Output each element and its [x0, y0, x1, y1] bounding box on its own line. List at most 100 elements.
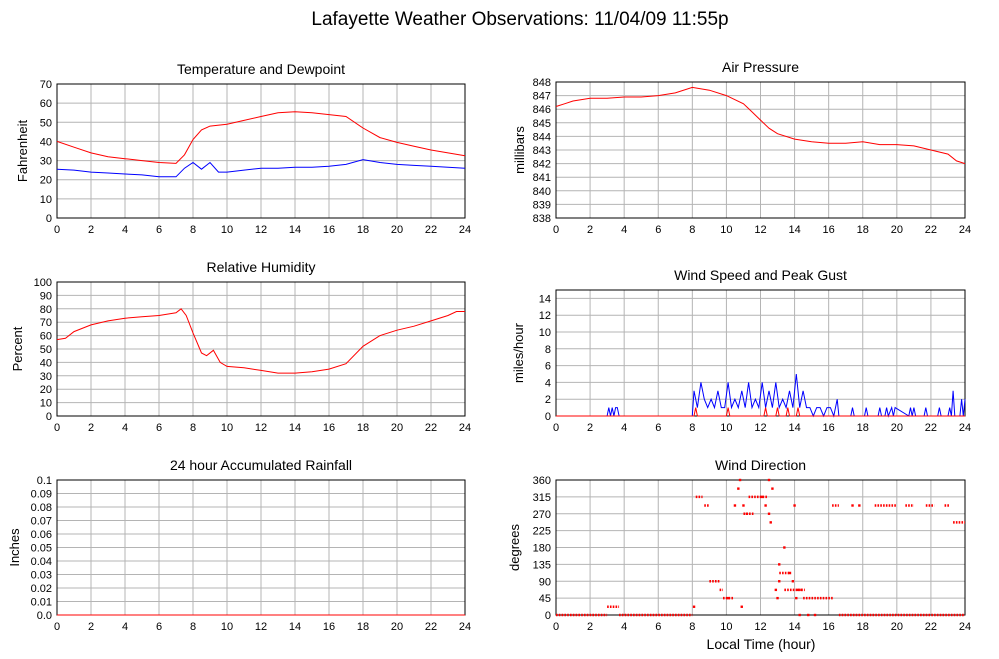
- direction-point: [733, 504, 737, 507]
- page-title: Lafayette Weather Observations: 11/04/09…: [311, 9, 729, 30]
- y-axis-label: millibars: [512, 126, 527, 174]
- x-tick-label: 10: [221, 224, 233, 236]
- x-tick-label: 14: [289, 422, 301, 434]
- x-tick-label: 10: [720, 621, 732, 633]
- y-tick-label: 20: [40, 384, 52, 396]
- x-tick-label: 16: [823, 224, 835, 236]
- y-tick-label: 180: [533, 543, 551, 555]
- chart-title: Temperature and Dewpoint: [177, 61, 345, 77]
- y-tick-label: 4: [545, 377, 551, 389]
- x-tick-label: 20: [391, 422, 403, 434]
- x-tick-label: 20: [391, 224, 403, 236]
- x-tick-label: 2: [88, 621, 94, 633]
- y-tick-label: 0.07: [31, 516, 52, 528]
- direction-point: [793, 504, 796, 507]
- x-tick-label: 22: [425, 224, 437, 236]
- x-tick-label: 20: [891, 621, 903, 633]
- x-tick-label: 20: [891, 422, 903, 434]
- direction-point: [813, 613, 817, 617]
- y-tick-label: 0.01: [31, 597, 52, 609]
- plot-frame: [555, 479, 966, 616]
- y-tick-label: 30: [40, 156, 52, 168]
- direction-point: [776, 596, 779, 600]
- y-tick-label: 0: [545, 610, 551, 622]
- y-tick-label: 45: [539, 593, 551, 605]
- x-tick-label: 4: [621, 224, 627, 236]
- chart-title: Relative Humidity: [207, 259, 316, 275]
- y-tick-label: 135: [533, 559, 551, 571]
- x-tick-label: 20: [391, 621, 403, 633]
- y-tick-label: 20: [40, 175, 52, 187]
- x-axis-label: Local Time (hour): [706, 636, 816, 652]
- y-tick-label: 0.05: [31, 543, 52, 555]
- y-tick-label: 0.08: [31, 502, 52, 514]
- y-tick-label: 6: [545, 361, 551, 373]
- chart-title: Wind Direction: [715, 457, 806, 473]
- direction-point: [764, 504, 767, 507]
- direction-point: [796, 588, 800, 592]
- chart-title: Air Pressure: [722, 59, 799, 75]
- y-tick-label: 839: [533, 199, 551, 211]
- x-tick-label: 4: [122, 422, 128, 434]
- x-tick-label: 6: [655, 621, 661, 633]
- x-tick-label: 24: [959, 621, 971, 633]
- y-axis-label: Percent: [10, 326, 25, 371]
- x-tick-label: 12: [754, 422, 766, 434]
- direction-point: [737, 487, 740, 490]
- x-tick-label: 8: [190, 224, 196, 236]
- y-tick-label: 841: [533, 172, 551, 184]
- x-tick-label: 8: [689, 422, 695, 434]
- x-tick-label: 14: [289, 224, 301, 236]
- direction-point: [771, 487, 774, 490]
- x-tick-label: 4: [122, 621, 128, 633]
- direction-point: [761, 495, 764, 499]
- x-tick-label: 2: [587, 621, 593, 633]
- y-tick-label: 50: [40, 117, 52, 129]
- x-tick-label: 20: [891, 224, 903, 236]
- x-tick-label: 22: [925, 422, 937, 434]
- direction-point: [788, 571, 791, 575]
- plot-frame: [56, 83, 466, 219]
- x-tick-label: 14: [788, 422, 800, 434]
- y-tick-label: 0.0: [37, 610, 52, 622]
- y-tick-label: 10: [40, 398, 52, 410]
- x-tick-label: 2: [587, 422, 593, 434]
- y-tick-label: 315: [533, 492, 551, 504]
- y-tick-label: 10: [40, 194, 52, 206]
- direction-point: [795, 596, 798, 600]
- x-tick-label: 24: [959, 422, 971, 434]
- direction-point: [692, 605, 696, 608]
- direction-point: [807, 613, 810, 617]
- x-tick-label: 18: [857, 422, 869, 434]
- x-tick-label: 2: [88, 422, 94, 434]
- x-tick-label: 8: [689, 621, 695, 633]
- x-tick-label: 8: [689, 224, 695, 236]
- direction-point: [767, 512, 771, 515]
- y-tick-label: 90: [40, 290, 52, 302]
- direction-point: [778, 580, 781, 583]
- direction-point: [745, 512, 749, 515]
- y-tick-label: 90: [539, 576, 551, 588]
- x-tick-label: 12: [754, 224, 766, 236]
- x-tick-label: 24: [959, 224, 971, 236]
- plot-frame: [56, 281, 466, 417]
- direction-point: [858, 504, 861, 507]
- x-tick-label: 6: [655, 224, 661, 236]
- y-tick-label: 12: [539, 310, 551, 322]
- y-tick-label: 0: [46, 213, 52, 225]
- y-tick-label: 0: [545, 411, 551, 423]
- y-tick-label: 70: [40, 317, 52, 329]
- y-axis-label: Inches: [7, 528, 22, 567]
- y-tick-label: 14: [539, 293, 551, 305]
- y-tick-label: 10: [539, 327, 551, 339]
- series-line-0: [56, 308, 465, 374]
- y-tick-label: 100: [34, 277, 52, 289]
- y-tick-label: 848: [533, 77, 551, 89]
- x-tick-label: 14: [788, 621, 800, 633]
